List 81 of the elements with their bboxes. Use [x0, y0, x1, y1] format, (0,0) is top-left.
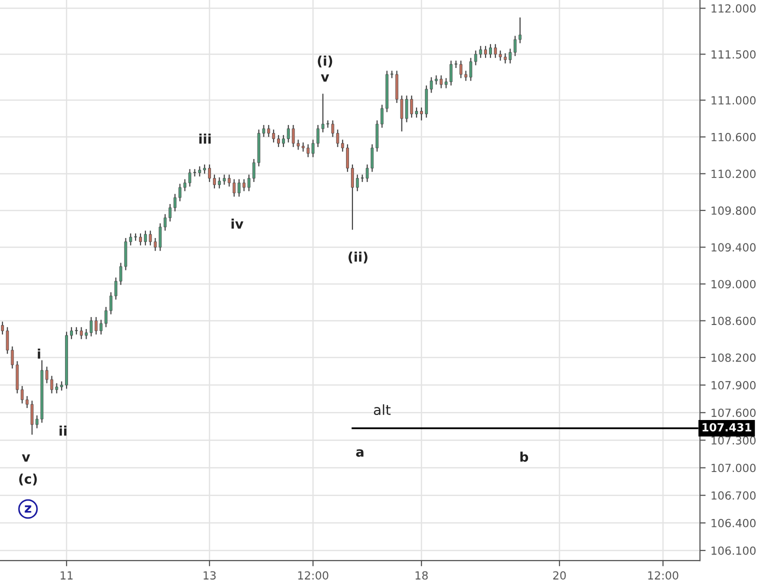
- candlestick: [6, 326, 9, 354]
- candlestick: [70, 326, 73, 340]
- y-tick-label: 111.500: [712, 50, 756, 59]
- x-tick-label: 13: [204, 571, 216, 580]
- y-tick-label: 110.600: [712, 132, 756, 142]
- y-tick-label: 107.900: [712, 381, 756, 390]
- annotation: z: [24, 505, 32, 513]
- candlestick: [380, 104, 384, 128]
- candlestick: [420, 106, 423, 121]
- annotation: iii: [199, 134, 211, 144]
- annotation: a: [356, 449, 364, 457]
- x-tick-label: 11: [60, 571, 73, 580]
- candlestick: [242, 178, 246, 192]
- candlestick: [277, 134, 280, 148]
- candlestick: [272, 129, 276, 143]
- candlestick: [351, 164, 354, 230]
- y-tick-label: 108.600: [712, 316, 756, 326]
- y-tick-label: 108.200: [712, 353, 756, 362]
- y-tick-label: 110.200: [712, 170, 756, 178]
- candlestick: [494, 44, 497, 58]
- candlestick: [247, 174, 250, 192]
- x-tick-label: 20: [553, 571, 566, 580]
- candlestick: [306, 144, 310, 158]
- annotation: (c): [19, 474, 37, 486]
- y-tick-label: 106.700: [712, 491, 756, 500]
- candlestick: [450, 60, 452, 86]
- annotation: v: [22, 454, 30, 462]
- y-tick-label: 109.800: [712, 206, 756, 215]
- candlestick: [104, 306, 108, 328]
- annotation: v: [320, 74, 330, 82]
- y-tick-label: 107.600: [712, 408, 756, 418]
- candlestick: [356, 174, 359, 192]
- x-tick-label: 18: [416, 571, 428, 580]
- candlestick: [168, 203, 172, 222]
- x-tick-label: 12:00: [298, 571, 328, 580]
- candlestick: [100, 319, 102, 336]
- candlestick: [444, 78, 448, 89]
- y-tick-label: 111.000: [712, 96, 756, 105]
- candlestick: [30, 400, 34, 436]
- annotation: i: [38, 348, 40, 359]
- candlestick: [26, 396, 29, 409]
- candlestick: [479, 45, 482, 58]
- text: 107.431: [702, 423, 752, 432]
- annotation: (i): [318, 56, 332, 68]
- candlestick: [174, 193, 176, 212]
- candlestick: [376, 120, 379, 152]
- candlestick: [312, 139, 314, 158]
- candlestick: [238, 178, 241, 198]
- candlestick: [410, 95, 414, 118]
- annotation: iv: [232, 218, 244, 229]
- candlestick: [459, 60, 462, 79]
- candlestick: [484, 45, 487, 58]
- candlestick: [109, 292, 112, 315]
- y-tick-label: 107.000: [712, 464, 756, 472]
- candlestick: [1, 321, 4, 336]
- candlestick: [518, 16, 522, 44]
- candlestick: [178, 183, 182, 202]
- y-tick-label: 106.400: [712, 518, 756, 528]
- candlestick: [208, 164, 211, 183]
- candlestick: [316, 124, 320, 148]
- x-tick-label: 12:00: [648, 571, 678, 580]
- annotation: alt: [374, 404, 391, 416]
- y-tick-label: 109.400: [712, 243, 756, 252]
- annotation: b: [520, 452, 528, 462]
- y-tick-label: 107.300: [712, 436, 756, 445]
- candlestick: [36, 414, 38, 429]
- candlestick: [212, 174, 216, 189]
- annotation: ii: [60, 426, 66, 436]
- candlestick: [489, 44, 492, 58]
- candlestick: [60, 380, 64, 392]
- y-tick-label: 112.000: [712, 4, 756, 13]
- candlestick: [139, 232, 142, 246]
- candlestick: [346, 144, 349, 172]
- candlestick: [144, 230, 147, 246]
- candlestick: [341, 139, 344, 152]
- y-tick-label: 109.000: [712, 280, 756, 288]
- candlestick: [415, 106, 418, 118]
- y-tick-label: 106.100: [712, 546, 756, 555]
- annotation: (ii): [348, 252, 368, 264]
- candlestick: [282, 134, 285, 148]
- candlestick: [203, 164, 206, 174]
